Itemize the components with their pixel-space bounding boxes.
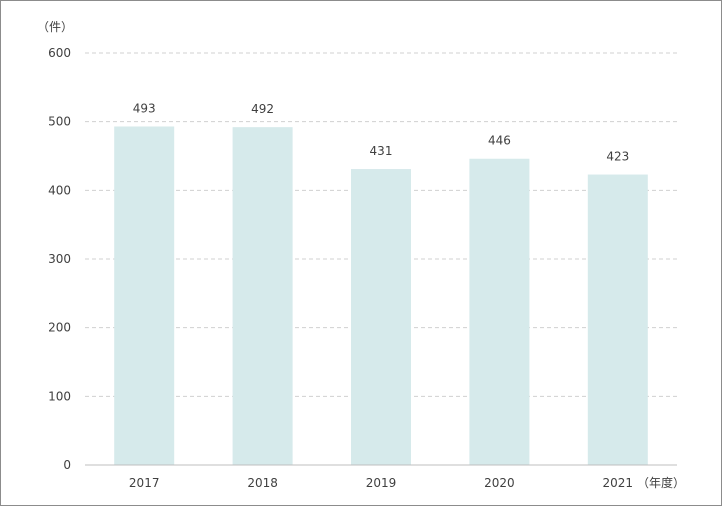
y-axis-unit-label: （件）	[37, 20, 73, 34]
bar-2019	[351, 169, 411, 465]
data-label-2020: 446	[488, 134, 511, 148]
x-tick-label: 2017	[129, 476, 160, 490]
bar-2018	[232, 127, 293, 465]
y-tick-label: 400	[48, 183, 71, 197]
data-label-2017: 493	[133, 101, 156, 115]
y-tick-label: 300	[48, 252, 71, 266]
bar-2017	[114, 126, 175, 466]
x-tick-label: 2020	[484, 476, 515, 490]
data-label-2019: 431	[370, 144, 393, 158]
bar-2021	[587, 174, 648, 466]
y-tick-label: 200	[48, 321, 71, 335]
data-label-2018: 492	[251, 102, 274, 116]
x-tick-label: 2018	[247, 476, 278, 490]
x-tick-label: 2019	[366, 476, 397, 490]
y-tick-label: 0	[63, 458, 71, 472]
data-label-2021: 423	[606, 150, 629, 164]
y-tick-label: 500	[48, 115, 71, 129]
x-tick-label: 2021	[603, 476, 634, 490]
y-tick-label: 100	[48, 389, 71, 403]
y-tick-label: 600	[48, 46, 71, 60]
data-labels: 493 492 431 446 423	[133, 101, 630, 163]
bar-2020	[469, 158, 530, 465]
tick-labels: 0 100 200 300 400 500 600 2017 2018 2019 2020 2021	[48, 46, 633, 490]
x-axis-unit-label: （年度）	[637, 475, 685, 490]
bars	[114, 126, 648, 466]
